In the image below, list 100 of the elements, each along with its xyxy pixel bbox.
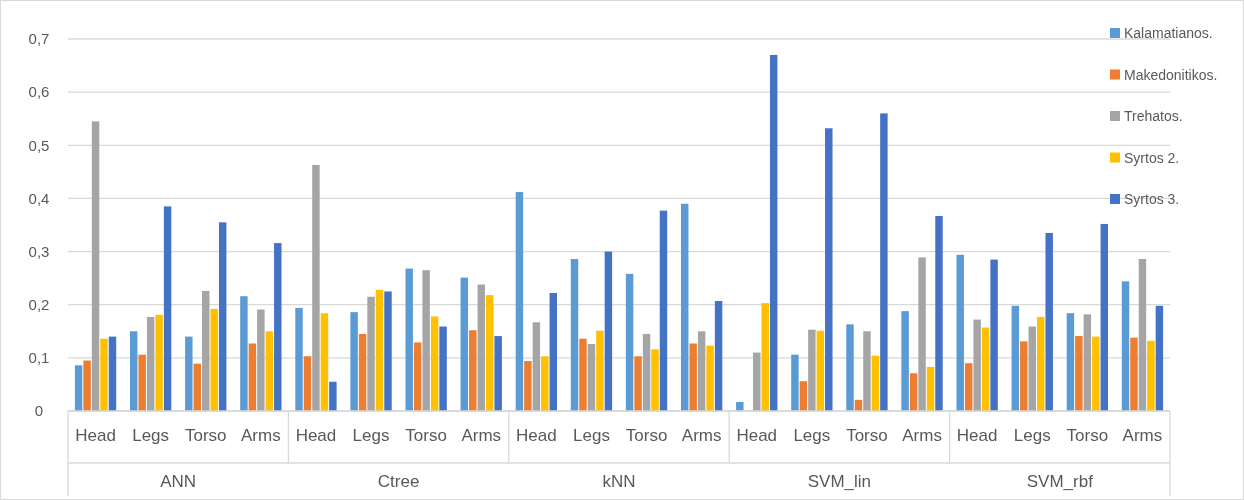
bar	[405, 268, 413, 411]
bar	[257, 309, 265, 411]
bar	[549, 293, 558, 411]
legend-label: Syrtos 2.	[1124, 149, 1180, 166]
y-tick-label: 0,7	[28, 30, 50, 48]
bar	[541, 356, 549, 411]
y-tick-label: 0	[34, 402, 44, 420]
bar	[761, 303, 769, 411]
x-tick-label: Torso	[846, 426, 888, 445]
bar	[634, 356, 642, 411]
bar	[1121, 281, 1130, 411]
bar	[596, 330, 604, 411]
bar	[697, 331, 706, 411]
x-tick-label: Head	[956, 426, 998, 445]
bar	[1028, 326, 1036, 411]
bar	[990, 259, 998, 411]
text: SVM_lin	[807, 472, 872, 491]
x-tick-label: Legs	[573, 426, 610, 445]
x-tick-label: Torso	[405, 426, 447, 445]
bar	[155, 314, 163, 411]
bar	[1147, 340, 1155, 411]
bar	[477, 284, 485, 411]
bar	[413, 342, 422, 411]
y-tick-label: 0,4	[28, 189, 50, 207]
x-tick-label: Torso	[184, 426, 227, 445]
bar	[312, 164, 320, 411]
x-tick-label: Legs	[1013, 426, 1051, 445]
y-tick-label: 0,5	[28, 136, 50, 154]
x-tick-label: Arms	[1122, 426, 1163, 445]
bar	[91, 121, 100, 411]
bar	[863, 331, 871, 411]
bar	[642, 333, 651, 411]
bar	[218, 222, 227, 411]
bar	[935, 215, 943, 411]
bar	[714, 300, 723, 411]
x-tick-label: Head	[736, 426, 778, 445]
bar	[350, 312, 358, 411]
bar	[303, 356, 312, 411]
bar	[185, 336, 193, 411]
bar	[1020, 341, 1028, 411]
bar	[83, 360, 91, 411]
bar	[163, 206, 172, 411]
bar	[706, 345, 714, 411]
text: Ctree	[377, 472, 420, 491]
text: kNN	[602, 472, 636, 491]
bar	[295, 307, 303, 411]
x-tick-label: Arms	[902, 426, 942, 445]
bar	[460, 277, 469, 411]
bar	[825, 128, 833, 411]
bar	[532, 322, 541, 411]
y-tick-label: 0,1	[28, 349, 50, 367]
bar	[1130, 337, 1138, 411]
x-tick-label: Torso	[625, 426, 668, 445]
bar	[689, 343, 697, 411]
bar	[265, 331, 274, 411]
bar	[210, 308, 218, 411]
bar	[604, 251, 613, 411]
bar	[918, 257, 926, 411]
bar	[625, 273, 634, 411]
bar	[901, 311, 909, 411]
bar	[964, 363, 973, 411]
bar	[1075, 336, 1083, 411]
bar	[880, 113, 888, 411]
bar	[524, 361, 532, 411]
bar	[422, 270, 430, 411]
x-tick-label: Head	[516, 426, 557, 445]
bar	[587, 344, 596, 411]
text: SVM_rbf	[1026, 472, 1094, 491]
bar	[108, 336, 117, 411]
bar	[736, 401, 744, 411]
bar	[1092, 336, 1100, 411]
bar	[248, 343, 257, 411]
bar	[791, 354, 799, 411]
bar	[329, 381, 337, 411]
x-tick-label: Head	[75, 426, 116, 445]
bar	[1138, 259, 1147, 411]
bar	[358, 333, 367, 411]
bar	[494, 336, 502, 411]
bar	[680, 203, 689, 411]
bar	[320, 313, 329, 411]
bar	[100, 338, 108, 411]
bar	[799, 381, 808, 411]
bar	[146, 316, 155, 411]
bar	[129, 331, 138, 411]
bar	[1083, 314, 1092, 411]
text: ANN	[160, 472, 197, 491]
bar	[1011, 305, 1020, 411]
bar	[1045, 232, 1053, 411]
bar	[274, 243, 282, 411]
bar	[651, 349, 659, 411]
legend-label: Makedonitikos.	[1124, 66, 1218, 83]
y-tick-label: 0,3	[28, 242, 50, 260]
bar	[909, 373, 918, 411]
bar	[439, 326, 447, 411]
bar	[367, 296, 375, 411]
y-tick-label: 0,2	[28, 296, 50, 314]
bar	[469, 330, 477, 411]
bar	[384, 291, 392, 411]
bar	[1100, 223, 1109, 411]
bar	[769, 54, 778, 411]
